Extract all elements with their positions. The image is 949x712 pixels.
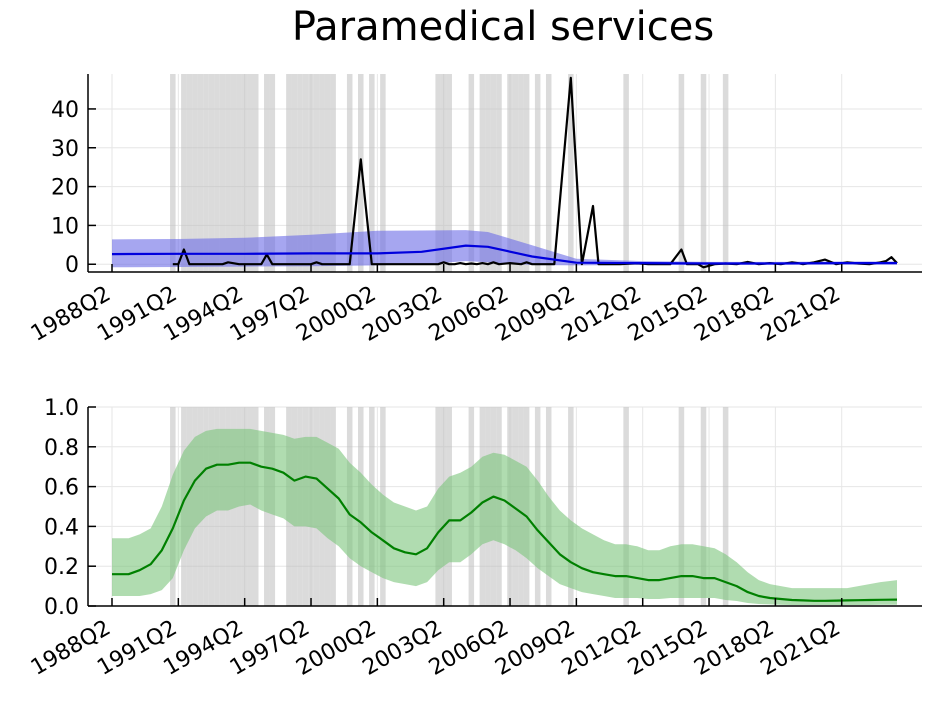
shaded-period [236, 74, 242, 272]
shaded-period [241, 74, 248, 272]
shaded-period [230, 74, 237, 272]
shaded-period [286, 74, 292, 272]
shaded-period [507, 74, 513, 272]
shaded-period [722, 407, 729, 606]
y-tick-label: 0 [65, 253, 79, 278]
shaded-period [346, 74, 353, 272]
y-tick-label: 0.8 [44, 436, 79, 461]
shaded-period [324, 74, 331, 272]
shaded-period [319, 74, 325, 272]
shaded-period [308, 74, 314, 272]
shaded-period [435, 74, 441, 272]
shaded-period [291, 74, 298, 272]
trend-band [112, 230, 897, 268]
shaded-period [330, 74, 336, 272]
y-tick-label: 30 [51, 137, 79, 162]
shaded-period [700, 407, 707, 606]
shaded-period [523, 74, 530, 272]
probability-band [112, 428, 897, 605]
y-tick-label: 0.2 [44, 555, 79, 580]
y-tick-label: 20 [51, 176, 79, 201]
shaded-period [678, 74, 685, 272]
shaded-period [247, 407, 253, 606]
shaded-period [700, 74, 707, 272]
shaded-period [485, 74, 491, 272]
shaded-period [192, 74, 198, 272]
shaded-period [236, 407, 242, 606]
y-tick-label: 0.6 [44, 476, 79, 501]
shaded-period [203, 74, 209, 272]
shaded-period [446, 74, 452, 272]
shaded-period [468, 74, 475, 272]
shaded-period [623, 407, 629, 606]
y-tick-label: 10 [51, 214, 79, 239]
shaded-period [518, 74, 524, 272]
shaded-period [369, 74, 375, 272]
shaded-period [214, 74, 220, 272]
y-tick-label: 1.0 [44, 396, 79, 421]
shaded-period [568, 407, 574, 606]
trend-line [111, 244, 897, 265]
shaded-period [496, 74, 502, 272]
probability-line [112, 461, 898, 602]
shaded-period [545, 74, 552, 272]
shaded-period [252, 74, 259, 272]
shaded-period [225, 74, 231, 272]
shaded-period [568, 74, 574, 272]
y-tick-label: 0.4 [44, 515, 79, 540]
upper-panel: 0102030401988Q21991Q21994Q21997Q22000Q22… [27, 74, 922, 347]
shaded-period [479, 74, 486, 272]
shaded-period [623, 74, 629, 272]
chart-title: Paramedical services [292, 4, 714, 50]
shaded-period [247, 74, 253, 272]
shaded-period [219, 74, 226, 272]
shaded-period [208, 74, 215, 272]
shaded-period [197, 74, 204, 272]
shaded-period [313, 74, 320, 272]
shaded-period [678, 407, 685, 606]
shaded-period [264, 74, 270, 272]
shaded-period [269, 74, 276, 272]
shaded-period [358, 74, 364, 272]
shaded-period [302, 74, 309, 272]
shaded-period [170, 74, 176, 272]
shaded-period [490, 74, 497, 272]
shaded-period [380, 74, 386, 272]
y-tick-label: 0.0 [44, 595, 79, 620]
shaded-period [186, 74, 193, 272]
shaded-period [512, 74, 519, 272]
shaded-period [181, 74, 187, 272]
lower-panel: 0.00.20.40.60.81.01988Q21991Q21994Q21997… [27, 396, 922, 681]
shaded-period [241, 407, 248, 606]
shaded-period [297, 74, 303, 272]
shaded-period [722, 74, 729, 272]
shaded-period [440, 74, 447, 272]
shaded-period [534, 74, 541, 272]
y-tick-label: 40 [51, 98, 79, 123]
